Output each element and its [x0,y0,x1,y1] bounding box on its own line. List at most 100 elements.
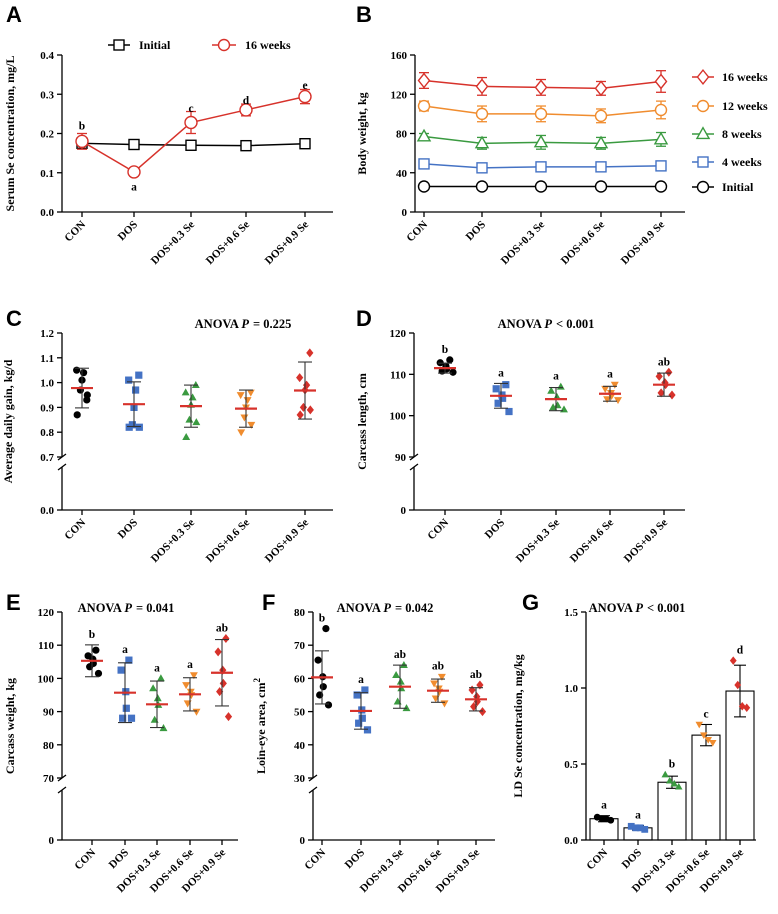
p-value: = 0.225 [253,317,291,331]
data-point [122,704,130,712]
y-tick-label: 60 [294,673,306,685]
significance-letter: a [187,659,193,671]
y-axis-title: LD Se concentration, mg/kg [511,654,525,797]
data-point [632,824,640,832]
significance-letter: ab [394,649,406,661]
data-point [306,405,314,415]
y-tick-label: 0.3 [40,89,54,101]
data-point [502,381,510,389]
data-point [181,388,190,396]
y-axis-title-text: Loin-eye area, cm [254,683,268,774]
p-symbol: P [124,601,132,615]
panel-c: C ANOVA P = 0.225 0.0 0.7 0.8 0.9 1.0 1.1 1.2 CON D… [1,306,333,565]
bar [691,734,721,841]
significance-letter: a [553,371,559,383]
group-0 [71,366,93,419]
significance-letter: a [635,810,641,822]
significance-letter: b [89,629,95,641]
significance-letter: c [703,708,708,720]
legend-marker-initial [113,39,125,51]
data-point [641,825,649,833]
data-point [560,405,568,413]
y-tick-label: 90 [395,452,407,464]
data-point [189,672,198,680]
data-point [358,714,366,722]
data-point [187,692,196,700]
y-tick-label: 0.8 [40,427,54,439]
data-point [709,740,717,747]
data-point [475,107,489,121]
y-tick-label: 90 [43,707,55,719]
panel-label: F [262,590,275,615]
y-axis-title: Loin-eye area, cm2 [252,678,268,774]
data-point [296,410,304,420]
y-tick-label: 0 [402,207,408,219]
data-point [603,396,612,404]
panel-label: D [356,306,372,331]
legend-label: 16 weeks [722,70,768,84]
p-value: = 0.042 [395,601,433,615]
data-point [418,158,430,170]
group-3: a [599,369,622,405]
data-point [237,429,246,437]
data-point [430,680,439,688]
y-tick-label: 0.0 [40,207,54,219]
data-point [417,99,431,113]
data-point [75,134,89,149]
p-value: = 0.041 [136,601,174,615]
group-4: ab [465,669,487,717]
significance-letter: a [154,662,160,674]
data-point [666,776,674,784]
data-point [361,686,369,694]
legend-marker [697,156,709,168]
data-point [125,376,133,384]
data-point [734,680,742,690]
data-point [127,714,136,722]
data-point [476,680,484,690]
significance-letter: b [79,121,85,133]
y-tick-label: 0.4 [40,50,54,62]
y-tick-label: 1.1 [40,353,54,365]
y-tick-label: 80 [294,607,306,619]
data-point [416,128,432,142]
panel-label: G [522,590,539,615]
y-tick-label: 0.9 [40,402,54,414]
group-1: a [350,674,372,734]
data-point [654,73,668,90]
p-symbol: P [635,601,643,615]
data-point [128,138,140,151]
data-point [132,386,140,394]
y-tick-label: 120 [391,89,408,101]
y-tick-label: 0 [300,835,306,847]
data-point [655,160,667,172]
axis-break-mark [57,463,67,471]
data-point [657,388,665,398]
series-12-weeks [417,99,668,124]
anova-title: ANOVA P = 0.041 [78,601,175,615]
data-point [534,107,548,121]
anova-title: ANOVA P < 0.001 [589,601,686,615]
x-tick-label: CON [584,847,610,873]
y-tick-label: 40 [294,740,306,752]
data-point [324,701,333,709]
data-point [135,371,143,379]
data-point [627,822,635,830]
group-0: b [311,613,333,709]
data-point [505,407,513,416]
y-tick-label: 160 [391,50,408,62]
data-point [240,139,252,152]
data-point [322,625,330,633]
data-point [704,736,712,744]
group-1: a [490,367,513,416]
data-point [299,402,307,412]
x-tick-label: CON [72,847,98,873]
data-point [535,161,547,173]
data-point [729,656,737,665]
y-tick-label: 1.0 [564,683,578,695]
y-tick-label: 1.0 [40,378,54,390]
x-tick-label: DOS [620,847,644,871]
significance-letter: a [358,674,364,686]
panel-d: D ANOVA P < 0.001 0 90 100 110 120 CON DOS DOS+0.3… [355,306,685,565]
y-tick-label: 110 [38,640,54,652]
anova-label: ANOVA [337,601,384,615]
